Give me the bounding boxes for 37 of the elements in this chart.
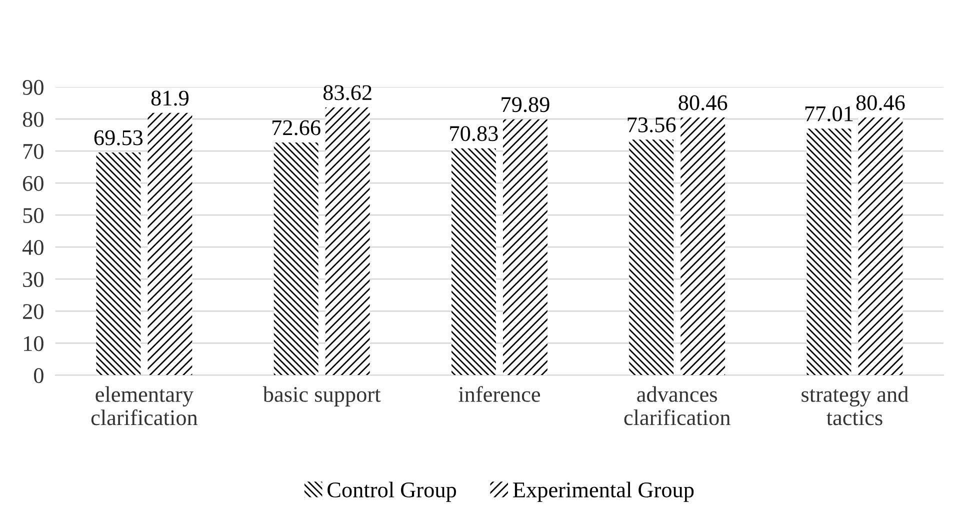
x-tick-label: strategy and tactics	[802, 386, 908, 426]
y-tick-label: 20	[23, 304, 44, 320]
legend-label: Control Group	[328, 482, 456, 502]
x-tick-label: advances clarification	[624, 386, 730, 426]
y-tick-label: 50	[23, 208, 44, 223]
legend-label: Experimental Group	[513, 482, 694, 502]
data-label: 80.46	[856, 95, 905, 110]
data-label: 83.62	[323, 85, 372, 100]
bar	[806, 128, 852, 376]
data-label: 77.01	[805, 106, 853, 122]
bar	[325, 107, 370, 376]
data-label: 72.66	[272, 120, 320, 136]
y-tick-label: 40	[22, 240, 44, 256]
x-tick-label: inference	[458, 386, 540, 402]
y-tick-label: 30	[23, 272, 44, 288]
y-tick-label: 70	[24, 144, 44, 159]
bar	[452, 148, 496, 376]
data-label: 73.56	[628, 117, 676, 132]
y-tick-label: 90	[22, 80, 44, 95]
bar	[148, 112, 192, 376]
y-tick-label: 60	[23, 176, 44, 191]
data-label: 81.9	[151, 90, 188, 106]
data-label: 80.46	[678, 95, 728, 110]
bar	[274, 142, 318, 376]
data-label: 69.53	[94, 130, 143, 146]
x-tick-label: elementary clarification	[91, 386, 198, 426]
y-tick-label: 10	[24, 336, 44, 352]
y-tick-label: 0	[34, 368, 44, 384]
y-tick-label: 80	[22, 112, 44, 127]
bar	[858, 118, 903, 376]
data-label: 70.83	[450, 126, 498, 142]
x-tick-label: basic support	[262, 386, 381, 406]
bar	[96, 152, 141, 376]
bar	[629, 140, 674, 376]
bar	[680, 118, 726, 376]
bar	[503, 119, 548, 376]
data-label: 79.89	[502, 97, 550, 112]
